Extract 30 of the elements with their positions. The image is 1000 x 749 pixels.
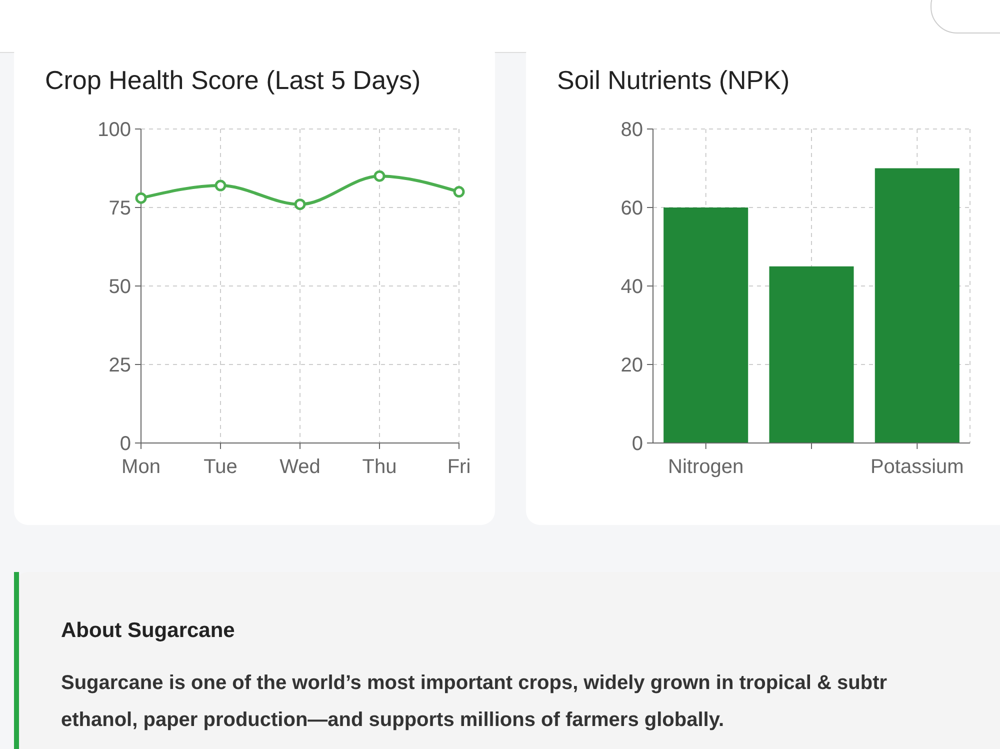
y-tick-label: 20 [620, 354, 643, 376]
point [453, 186, 465, 198]
point [374, 170, 386, 182]
y-tick-label: 40 [620, 276, 643, 298]
y-tick-label: 100 [98, 119, 131, 141]
y-tick-label: 50 [108, 276, 131, 298]
bar [874, 168, 960, 443]
chart-title: Crop Health Score (Last 5 Days) [45, 65, 421, 95]
text: ethanol, paper production—and supports millions of farmers globally. [61, 709, 724, 731]
x-tick-label: Fri [447, 456, 471, 478]
point [135, 192, 147, 204]
x-tick-label: Wed [280, 456, 320, 478]
text: Sugarcane is one of the world’s most important crops, widely grown in tropical & subtr [61, 672, 888, 694]
bar [769, 266, 854, 443]
point [214, 180, 226, 192]
y-tick-label: 80 [620, 119, 643, 141]
x-tick-label: Mon [122, 456, 160, 478]
y-tick-label: 0 [120, 433, 131, 455]
x-tick-label: Thu [362, 456, 397, 478]
y-tick-label: 60 [620, 198, 643, 220]
y-tick-label: 75 [108, 198, 131, 220]
text: About Sugarcane [61, 619, 235, 642]
x-tick-label: Potassium [870, 456, 964, 478]
x-tick-label: Nitrogen [668, 456, 744, 478]
y-tick-label: 0 [632, 433, 643, 455]
bar [664, 208, 748, 443]
x-tick-label: Tue [204, 456, 238, 478]
y-tick-label: 25 [108, 354, 131, 376]
point [294, 198, 306, 210]
chart-title: Soil Nutrients (NPK) [557, 65, 790, 95]
